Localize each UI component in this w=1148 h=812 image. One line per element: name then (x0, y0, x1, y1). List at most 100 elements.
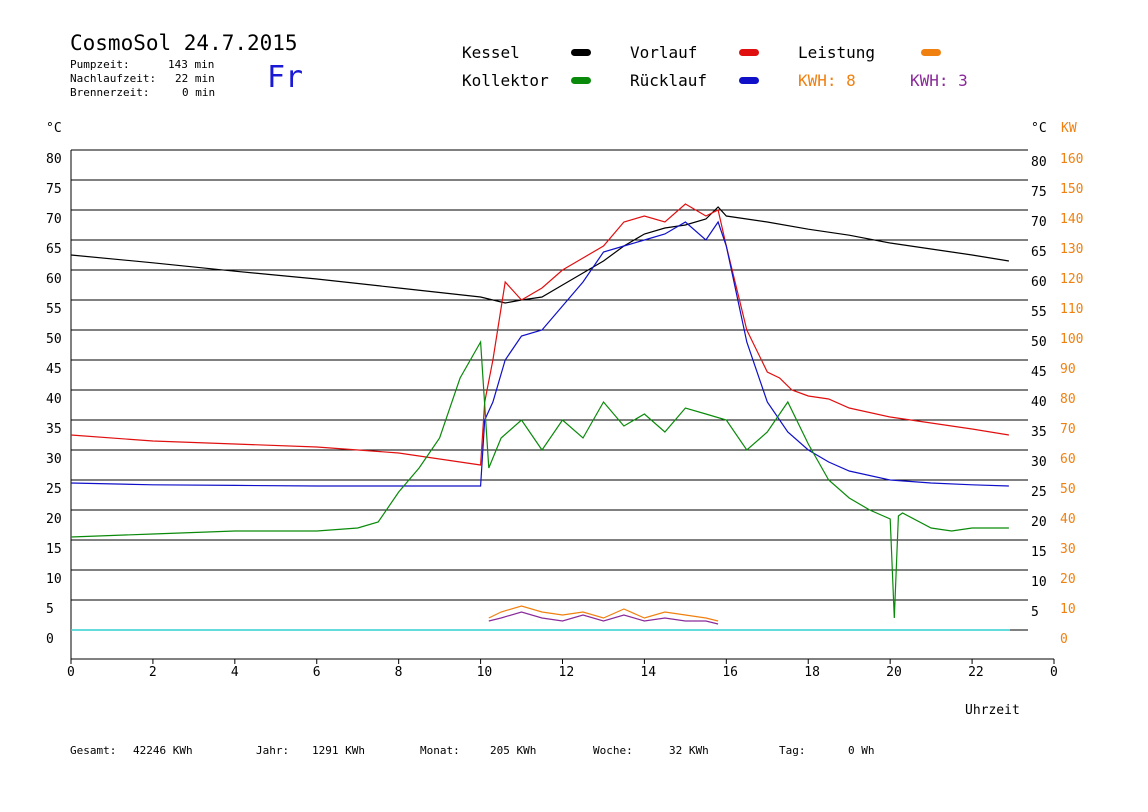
y-tick-label-left: 75 (46, 182, 62, 197)
brennerzeit-value: 0 min (182, 86, 216, 99)
weekday-label: Fr (267, 60, 304, 95)
y-tick-label-left: 0 (46, 632, 54, 647)
brennerzeit-label: Brennerzeit: (70, 86, 150, 99)
y-tick-label-right-power: 80 (1060, 392, 1076, 407)
y-tick-label-right-power: 110 (1060, 302, 1083, 317)
series-line-kwh-3 (488, 611, 719, 625)
y-tick-label-right-power: 30 (1060, 542, 1076, 557)
series-line-kessel (70, 206, 1009, 304)
x-tick-label: 18 (804, 665, 820, 680)
y-tick-label-left: 55 (46, 302, 62, 317)
y-tick-label-left: 15 (46, 542, 62, 557)
y-tick-label-right-power: 100 (1060, 332, 1083, 347)
y-tick-label-right-temp: 15 (1031, 545, 1047, 560)
y-tick-label-right-temp: 75 (1031, 185, 1047, 200)
y-tick-label-right-temp: 5 (1031, 605, 1039, 620)
y-axis-unit-left: °C (46, 121, 62, 136)
x-tick-label: 16 (722, 665, 738, 680)
y-tick-label-right-power: 70 (1060, 422, 1076, 437)
y-tick-label-right-temp: 25 (1031, 485, 1047, 500)
y-tick-label-right-temp: 20 (1031, 515, 1047, 530)
y-tick-label-right-power: 160 (1060, 152, 1083, 167)
legend-vorlauf-swatch (739, 49, 759, 56)
y-tick-label-right-temp: 60 (1031, 275, 1047, 290)
y-tick-label-right-temp: 30 (1031, 455, 1047, 470)
nachlaufzeit-label: Nachlaufzeit: (70, 72, 157, 85)
y-tick-label-left: 65 (46, 242, 62, 257)
pumpzeit-label: Pumpzeit: (70, 58, 130, 71)
y-tick-label-right-temp: 55 (1031, 305, 1047, 320)
y-tick-label-right-power: 10 (1060, 602, 1076, 617)
y-tick-label-left: 30 (46, 452, 62, 467)
x-tick-label: 14 (640, 665, 656, 680)
y-tick-label-right-temp: 45 (1031, 365, 1047, 380)
y-tick-label-left: 5 (46, 602, 54, 617)
footer-tag-label: Tag: (779, 744, 806, 757)
y-tick-label-right-power: 0 (1060, 632, 1068, 647)
footer-jahr-label: Jahr: (256, 744, 290, 757)
y-tick-label-right-power: 40 (1060, 512, 1076, 527)
x-tick-label: 4 (231, 665, 239, 680)
y-tick-label-right-temp: 80 (1031, 155, 1047, 170)
y-tick-label-right-power: 20 (1060, 572, 1076, 587)
footer-monat-label: Monat: (420, 744, 460, 757)
x-tick-label: 10 (477, 665, 493, 680)
x-tick-label: 8 (395, 665, 403, 680)
y-tick-label-right-temp: 50 (1031, 335, 1047, 350)
y-tick-label-left: 60 (46, 272, 62, 287)
y-tick-label-right-power: 150 (1060, 182, 1083, 197)
x-tick-label: 12 (559, 665, 575, 680)
legend-vorlauf-label: Vorlauf (630, 43, 698, 62)
x-tick-label: 22 (968, 665, 984, 680)
legend-kessel-label: Kessel (462, 43, 520, 62)
x-axis-label: Uhrzeit (965, 703, 1020, 718)
y-tick-label-left: 40 (46, 392, 62, 407)
legend-ruecklauf-swatch (739, 77, 759, 84)
series-line-r-cklauf (70, 220, 1009, 487)
y-tick-label-left: 50 (46, 332, 62, 347)
y-tick-label-left: 80 (46, 152, 62, 167)
footer-gesamt-label: Gesamt: (70, 744, 117, 757)
chart-title: CosmoSol 24.7.2015 (70, 31, 298, 55)
footer-woche-label: Woche: (593, 744, 633, 757)
y-tick-label-right-temp: 10 (1031, 575, 1047, 590)
legend-kollektor-label: Kollektor (462, 71, 549, 90)
y-tick-label-right-power: 120 (1060, 272, 1083, 287)
y-tick-label-right-temp: 35 (1031, 425, 1047, 440)
y-tick-label-right-power: 90 (1060, 362, 1076, 377)
y-tick-label-left: 25 (46, 482, 62, 497)
x-tick-label: 0 (67, 665, 75, 680)
legend-leistung-swatch (921, 49, 941, 56)
series-line-kollektor (70, 339, 1009, 619)
x-tick-label: 0 (1050, 665, 1058, 680)
y-tick-label-right-temp: 70 (1031, 215, 1047, 230)
y-axis-unit-right-temp: °C (1031, 121, 1047, 136)
y-tick-label-right-temp: 65 (1031, 245, 1047, 260)
y-tick-label-left: 10 (46, 572, 62, 587)
legend-kessel-swatch (571, 49, 591, 56)
y-tick-label-left: 45 (46, 362, 62, 377)
x-tick-label: 20 (886, 665, 902, 680)
y-tick-label-right-temp: 40 (1031, 395, 1047, 410)
series-line-leistung (488, 605, 719, 622)
y-tick-label-right-power: 50 (1060, 482, 1076, 497)
series-line-vorlauf (70, 203, 1009, 466)
y-tick-label-left: 35 (46, 422, 62, 437)
legend-ruecklauf-label: Rücklauf (630, 71, 708, 90)
footer-tag-value: 0 Wh (848, 744, 875, 757)
pumpzeit-value: 143 min (168, 58, 215, 71)
nachlaufzeit-value: 22 min (175, 72, 215, 85)
legend-kollektor-swatch (571, 77, 591, 84)
y-tick-label-right-power: 60 (1060, 452, 1076, 467)
y-tick-label-right-power: 130 (1060, 242, 1083, 257)
y-tick-label-left: 20 (46, 512, 62, 527)
legend-kwh-leistung: KWH: 8 (798, 71, 856, 90)
y-tick-label-right-power: 140 (1060, 212, 1083, 227)
legend-kwh-secondary: KWH: 3 (910, 71, 968, 90)
footer-jahr-value: 1291 KWh (312, 744, 365, 757)
footer-woche-value: 32 KWh (669, 744, 709, 757)
footer-monat-value: 205 KWh (490, 744, 537, 757)
legend-leistung-label: Leistung (798, 43, 876, 62)
x-tick-label: 6 (313, 665, 321, 680)
